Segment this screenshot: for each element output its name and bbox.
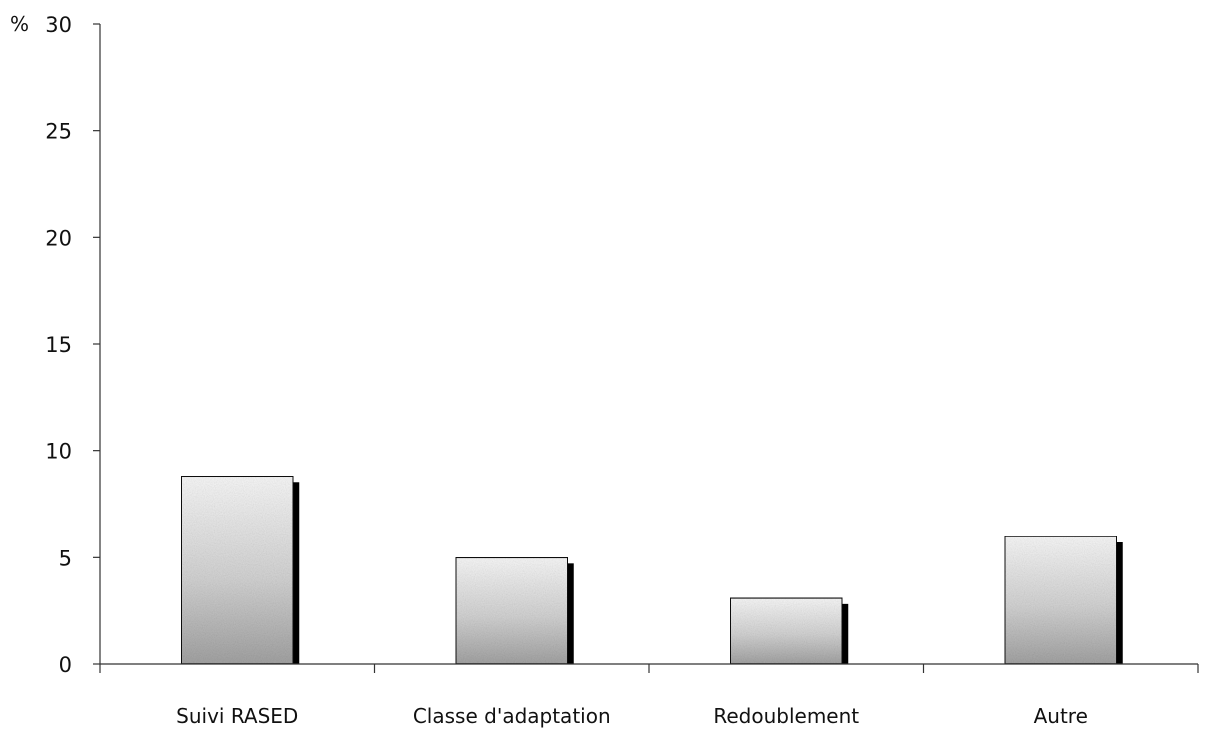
category-label-3: Redoublement bbox=[713, 704, 859, 728]
bar-shadow-4 bbox=[1116, 542, 1123, 664]
y-tick-label-5: 5 bbox=[59, 546, 72, 570]
category-label-4: Autre bbox=[1034, 704, 1088, 728]
y-tick-label-30: 30 bbox=[45, 13, 72, 37]
bars bbox=[180, 475, 1123, 665]
bar-rect-2 bbox=[455, 556, 569, 665]
y-tick-label-0: 0 bbox=[59, 653, 72, 677]
y-tick-label-25: 25 bbox=[45, 120, 72, 144]
bar-shadow-3 bbox=[842, 603, 849, 664]
category-labels: Suivi RASED Classe d'adaptation Redoubleme… bbox=[176, 704, 1088, 728]
y-axis-ticks: 0 5 10 15 20 25 30 bbox=[45, 13, 100, 677]
y-tick-label-20: 20 bbox=[45, 226, 72, 250]
bar-3 bbox=[729, 597, 849, 665]
y-tick-label-15: 15 bbox=[45, 333, 72, 357]
bar-rect-1 bbox=[180, 475, 294, 665]
category-label-2: Classe d'adaptation bbox=[413, 704, 611, 728]
bar-rect-4 bbox=[1004, 535, 1118, 665]
x-axis-ticks bbox=[99, 664, 1199, 673]
bar-2 bbox=[455, 556, 574, 665]
y-axis-unit-label: % bbox=[10, 12, 29, 36]
bar-rect-3 bbox=[729, 597, 843, 665]
bar-shadow-1 bbox=[293, 482, 300, 664]
bar-4 bbox=[1004, 535, 1123, 665]
y-tick-label-10: 10 bbox=[45, 440, 72, 464]
bar-shadow-2 bbox=[567, 563, 574, 664]
category-label-1: Suivi RASED bbox=[176, 704, 298, 728]
bar-1 bbox=[180, 475, 300, 665]
